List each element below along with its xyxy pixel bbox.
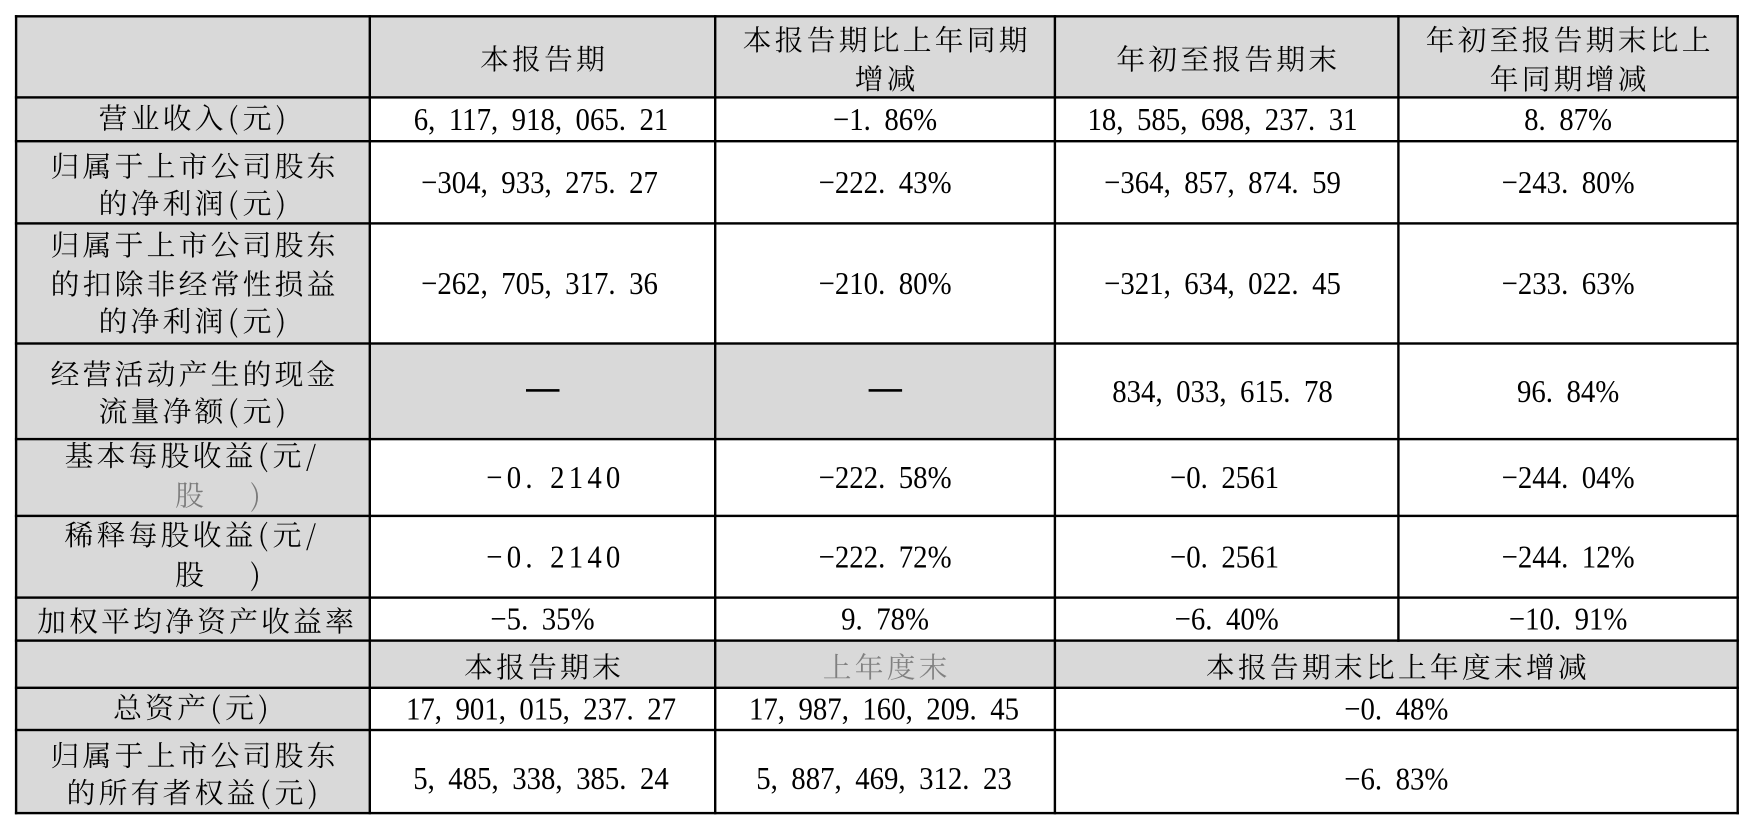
svg-text:17, 901, 015, 237. 27: 17, 901, 015, 237. 27 [406, 691, 676, 727]
svg-text:−6. 83%: −6. 83% [1344, 761, 1448, 797]
svg-text:−6. 40%: −6. 40% [1175, 601, 1279, 637]
svg-text:5, 485, 338, 385. 24: 5, 485, 338, 385. 24 [413, 761, 669, 797]
svg-text:−233. 63%: −233. 63% [1502, 266, 1635, 302]
svg-text:6, 117, 918, 065. 21: 6, 117, 918, 065. 21 [414, 102, 669, 138]
svg-text:−222. 58%: −222. 58% [819, 460, 952, 496]
svg-text:−5. 35%: −5. 35% [490, 601, 594, 637]
svg-text:8. 87%: 8. 87% [1524, 102, 1612, 138]
svg-text:17, 987, 160, 209. 45: 17, 987, 160, 209. 45 [749, 691, 1019, 727]
svg-text:834, 033, 615. 78: 834, 033, 615. 78 [1112, 373, 1333, 409]
svg-text:−0. 2140: −0. 2140 [486, 539, 624, 575]
svg-text:−244. 04%: −244. 04% [1502, 460, 1635, 496]
svg-text:5, 887, 469, 312. 23: 5, 887, 469, 312. 23 [756, 761, 1012, 797]
svg-text:96. 84%: 96. 84% [1517, 373, 1619, 409]
svg-text:−1. 86%: −1. 86% [833, 102, 937, 138]
svg-text:−321, 634, 022. 45: −321, 634, 022. 45 [1104, 266, 1341, 302]
svg-text:−364, 857, 874. 59: −364, 857, 874. 59 [1104, 164, 1341, 200]
svg-text:9. 78%: 9. 78% [841, 601, 929, 637]
svg-text:−262, 705, 317. 36: −262, 705, 317. 36 [421, 266, 658, 302]
svg-text:−243. 80%: −243. 80% [1502, 164, 1635, 200]
svg-text:−10. 91%: −10. 91% [1509, 601, 1628, 637]
svg-text:−0. 2561: −0. 2561 [1170, 539, 1279, 575]
svg-text:−222. 43%: −222. 43% [819, 164, 952, 200]
svg-text:−244. 12%: −244. 12% [1502, 539, 1635, 575]
svg-text:−304, 933, 275. 27: −304, 933, 275. 27 [421, 164, 658, 200]
svg-text:−0. 2561: −0. 2561 [1170, 460, 1279, 496]
svg-text:−0. 48%: −0. 48% [1344, 691, 1448, 727]
svg-text:−222. 72%: −222. 72% [819, 539, 952, 575]
svg-text:−0. 2140: −0. 2140 [486, 460, 624, 496]
svg-text:−210. 80%: −210. 80% [819, 266, 952, 302]
svg-text:18, 585, 698, 237. 31: 18, 585, 698, 237. 31 [1087, 102, 1357, 138]
